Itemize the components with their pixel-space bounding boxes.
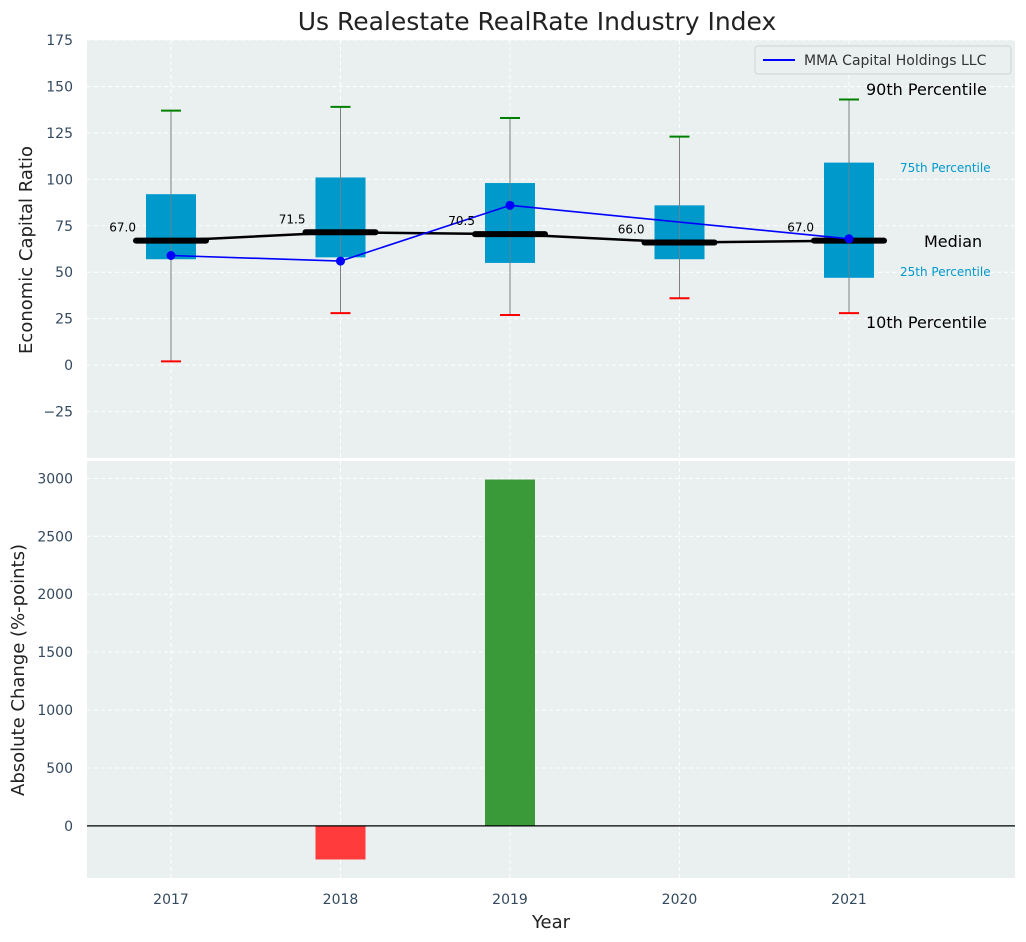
change-bar: [315, 825, 366, 860]
top-y-tick-label: 125: [46, 126, 73, 142]
top-y-tick-label: 150: [46, 79, 73, 95]
bottom-y-tick-labels: 0 500 1000 1500 2000 2500 3000: [37, 471, 73, 835]
company-series: [166, 200, 854, 266]
top-y-tick-label: 100: [46, 172, 73, 188]
bottom-y-tick-label: 2000: [37, 587, 73, 603]
annotation-p25: 25th Percentile: [900, 265, 991, 279]
series-point: [166, 251, 176, 261]
x-tick-labels: 2017 2018 2019 2020 2021: [153, 892, 867, 908]
bottom-y-tick-label: 1500: [37, 645, 73, 661]
top-y-tick-label: 0: [64, 358, 73, 374]
median-value-label: 71.5: [279, 212, 306, 226]
series-point: [336, 256, 345, 266]
top-y-tick-labels: −25 0 25 50 75 100 125 150 175: [43, 33, 73, 421]
legend: MMA Capital Holdings LLC: [754, 45, 1012, 75]
top-y-tick-label: 175: [46, 33, 73, 49]
top-y-tick-label: 50: [55, 265, 73, 281]
bottom-y-tick-label: 0: [64, 819, 73, 835]
annotation-median: Median: [924, 232, 982, 251]
top-gridlines: [87, 39, 1015, 458]
legend-entry-label: MMA Capital Holdings LLC: [804, 53, 987, 69]
median-value-labels: 67.0 71.5 70.5 66.0 67.0: [109, 212, 814, 236]
top-y-tick-label: 25: [55, 312, 73, 328]
x-tick-label: 2021: [831, 892, 867, 908]
annotation-p75: 75th Percentile: [900, 161, 991, 175]
bottom-plot-area: [87, 461, 1015, 878]
change-bar: [485, 479, 535, 826]
change-bars: [87, 479, 1015, 860]
median-value-label: 67.0: [109, 221, 136, 235]
series-line: [170, 204, 850, 262]
bottom-y-tick-label: 1000: [37, 703, 73, 719]
median-value-label: 67.0: [787, 221, 814, 235]
annotation-p10: 10th Percentile: [866, 313, 987, 332]
top-y-tick-label: −25: [43, 405, 73, 421]
x-tick-label: 2017: [153, 892, 189, 908]
x-axis-title: Year: [531, 912, 571, 933]
x-tick-label: 2020: [662, 892, 698, 908]
bottom-y-tick-label: 500: [46, 761, 73, 777]
legend-box: [754, 45, 1012, 75]
series-point: [505, 200, 515, 210]
top-y-tick-label: 75: [55, 219, 73, 235]
median-value-label: 70.5: [448, 214, 475, 228]
x-tick-label: 2019: [492, 892, 528, 908]
bottom-y-axis-title: Absolute Change (%-points): [8, 544, 29, 796]
top-y-axis-title: Economic Capital Ratio: [16, 146, 37, 354]
x-tick-label: 2018: [323, 892, 359, 908]
bottom-y-tick-label: 2500: [37, 529, 73, 545]
annotation-p90: 90th Percentile: [866, 80, 987, 99]
chart-title: Us Realestate RealRate Industry Index: [298, 7, 777, 36]
median-value-label: 66.0: [618, 222, 645, 236]
bottom-y-tick-label: 3000: [37, 471, 73, 487]
series-point: [844, 234, 854, 244]
top-plot-area: [87, 40, 1015, 458]
box-plots: [146, 98, 874, 363]
